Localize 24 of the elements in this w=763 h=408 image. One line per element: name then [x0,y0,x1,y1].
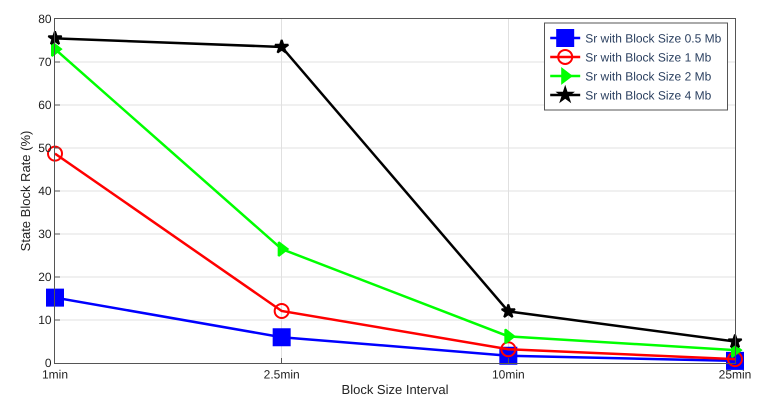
x-tick-label: 10min [492,367,525,382]
legend-label: Sr with Block Size 1 Mb [585,50,712,65]
y-tick-label: 50 [38,141,52,156]
legend-label: Sr with Block Size 4 Mb [585,88,712,103]
point [500,341,516,358]
point [278,241,289,257]
y-axis-title: State Block Rate (%) [18,130,34,252]
point [274,38,290,54]
legend-label: Sr with Block Size 0.5 Mb [585,32,722,46]
point [272,328,291,346]
legend-label: Sr with Block Size 2 Mb [585,70,712,84]
y-tick-label: 70 [38,55,52,70]
y-tick-label: 30 [38,227,52,242]
x-tick-label: 25min [718,367,752,382]
point [46,288,64,307]
y-tick-label: 20 [38,270,52,284]
y-tick-label: 60 [38,98,52,112]
point [500,303,516,318]
y-tick-label: 80 [38,12,52,26]
y-tick-label: 10 [38,313,52,328]
x-axis-title: Block Size Interval [342,382,449,397]
point [274,302,290,319]
x-tick-label: 2.5min [264,367,300,382]
y-tick-label: 40 [38,184,52,198]
